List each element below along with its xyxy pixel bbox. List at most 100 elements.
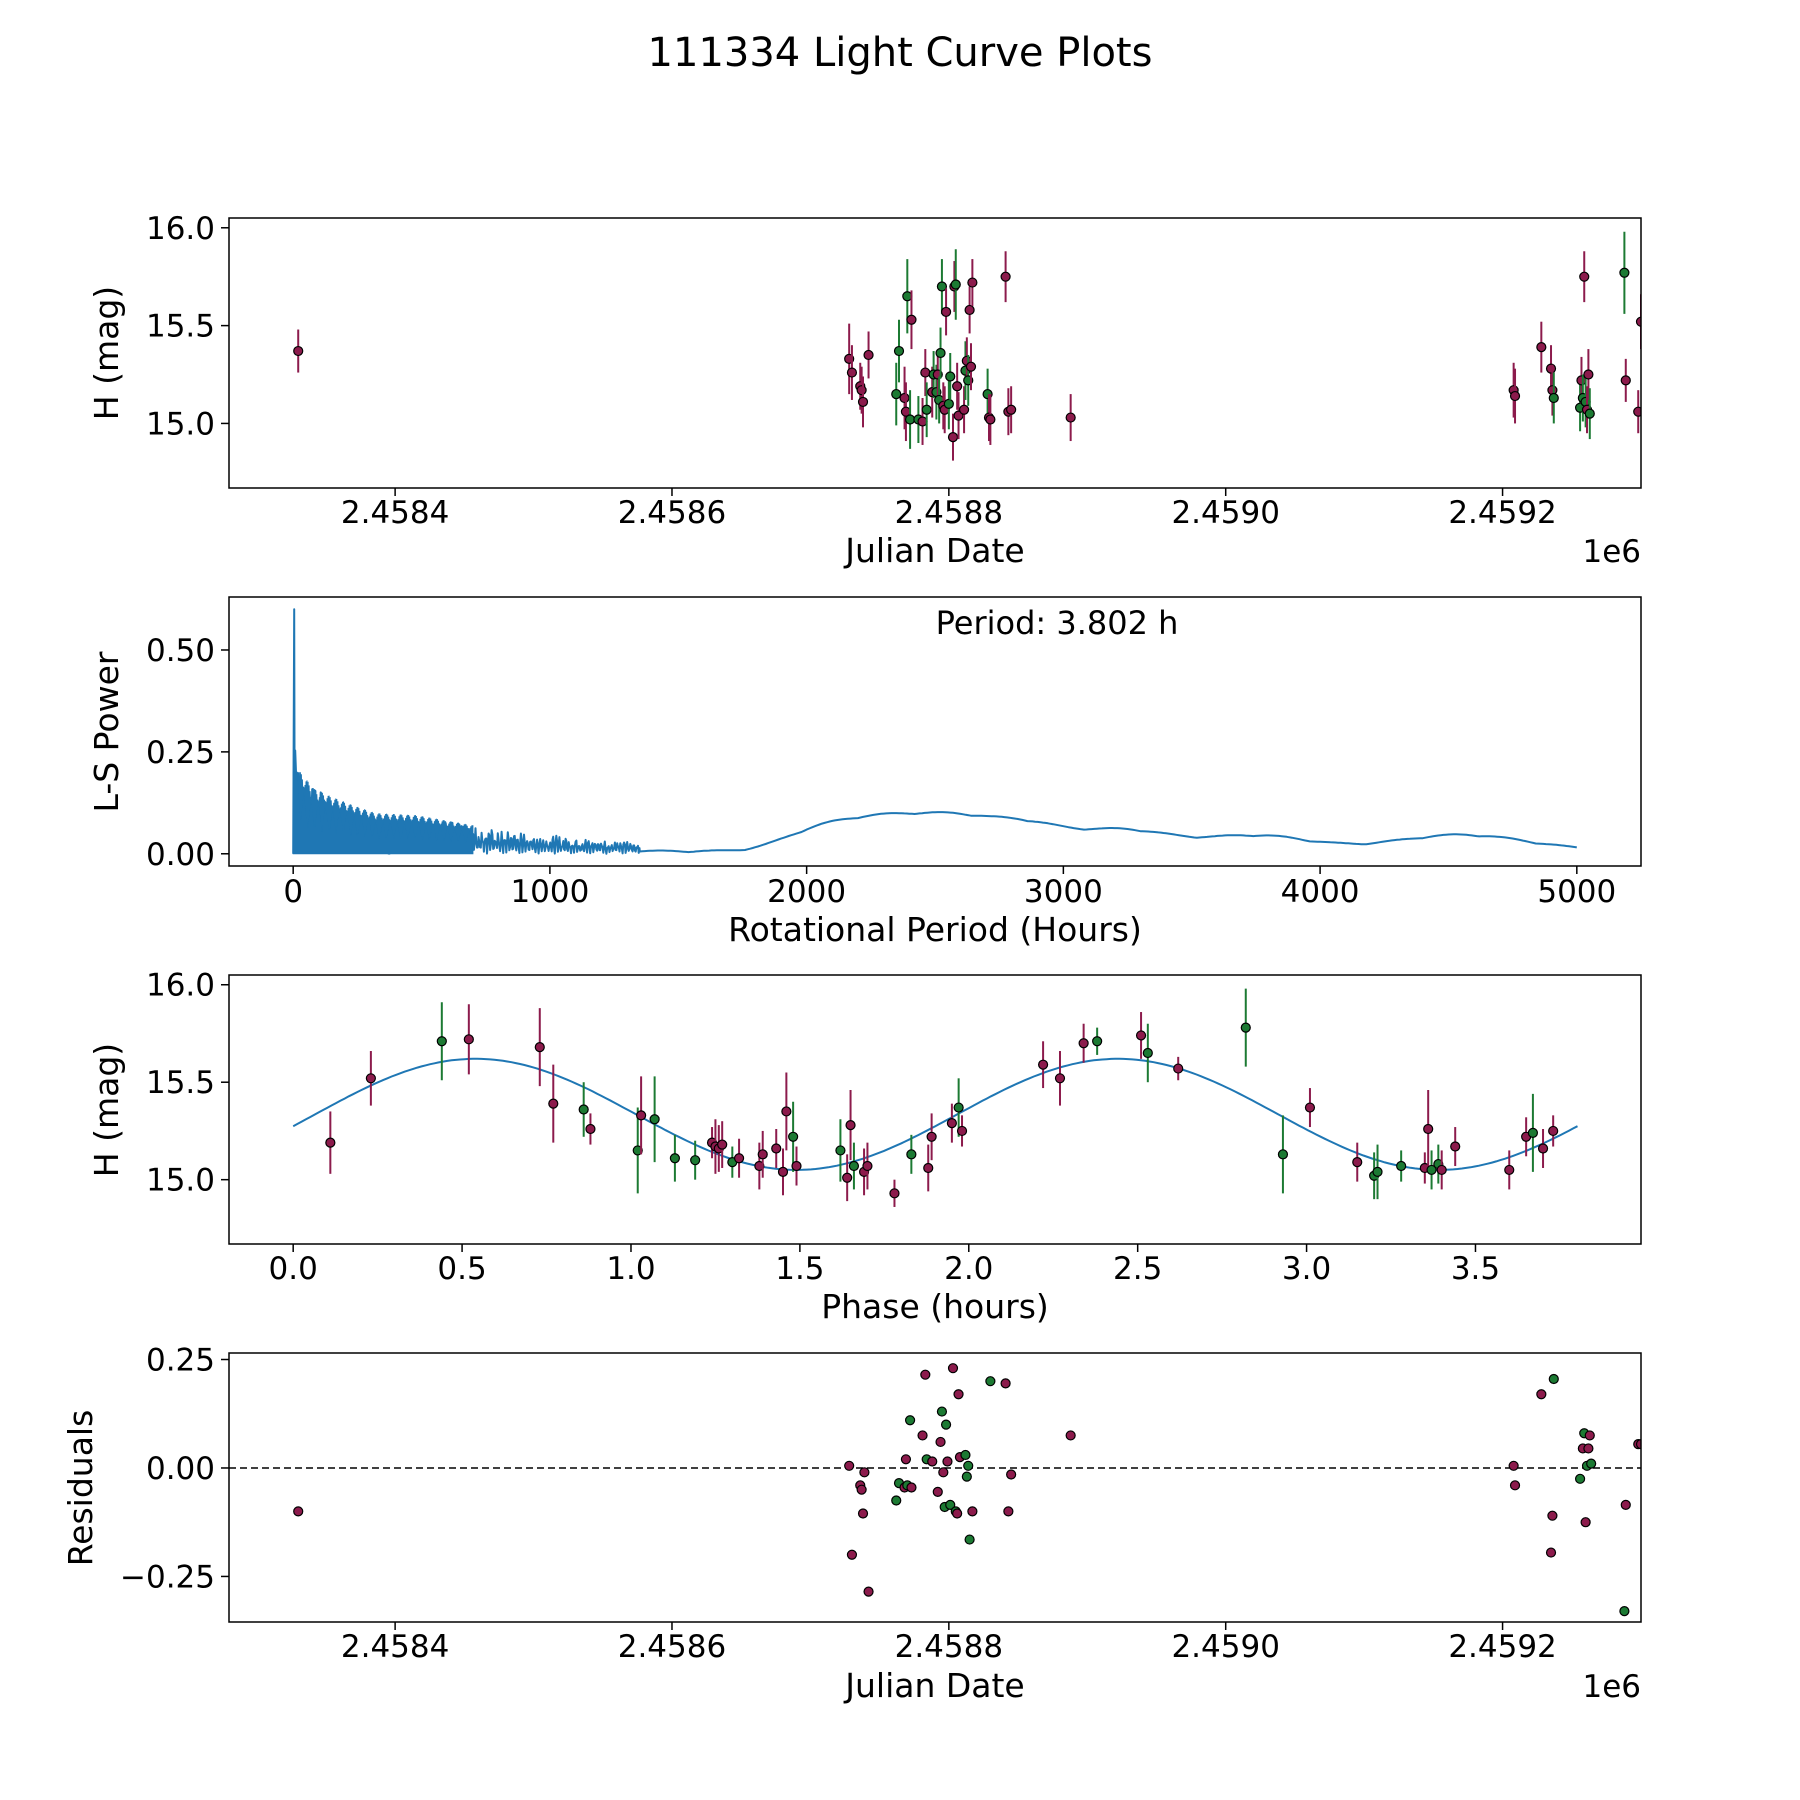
data-point	[946, 1118, 957, 1129]
data-point	[1661, 444, 1670, 453]
data-point	[923, 1162, 934, 1174]
data-point	[1509, 1480, 1521, 1491]
data-point	[1352, 1157, 1363, 1168]
data-point	[1574, 1473, 1586, 1484]
data-point	[927, 1456, 938, 1467]
plot-area-ls	[292, 608, 1577, 855]
x-tick-label: 1.0	[606, 1251, 655, 1287]
data-point	[781, 1106, 792, 1117]
x-tick-label: 2.4586	[618, 1629, 726, 1665]
data-point	[906, 1149, 917, 1160]
data-point	[1240, 1022, 1251, 1033]
data-point	[1006, 1469, 1017, 1480]
x-tick-label: 2.4584	[341, 1629, 449, 1665]
data-point	[1580, 1517, 1591, 1528]
x-axis-label: Phase (hours)	[821, 1287, 1049, 1326]
data-point	[1579, 271, 1590, 282]
periodogram-line	[292, 608, 1577, 855]
data-point	[1619, 1606, 1630, 1617]
data-point	[1396, 1160, 1407, 1172]
data-point	[835, 1145, 846, 1156]
x-tick-label: 2.0	[944, 1251, 993, 1287]
y-axis-label: H (mag)	[87, 1043, 126, 1177]
x-tick-label: 1.5	[775, 1251, 824, 1287]
period-annotation: Period: 3.802 h	[936, 604, 1179, 642]
data-point	[900, 1454, 912, 1465]
data-point	[904, 1415, 916, 1426]
data-point	[921, 404, 932, 415]
data-point	[953, 1102, 964, 1113]
data-point	[904, 414, 916, 425]
panel-phase: 0.0 0.5 1.0 1.5 2.0 2.5 3.0 3.5 15.0 15.5 16.0 Phas…	[87, 968, 1642, 1326]
x-tick-label: 3.5	[1451, 1251, 1500, 1287]
data-point	[1054, 1073, 1066, 1084]
panel-lc: 2.4584 2.4586 2.4588 2.4590 2.4592 15.0 15.5 16…	[87, 211, 1670, 570]
axes-frame	[228, 974, 1642, 1245]
data-point	[943, 398, 954, 409]
data-point	[917, 416, 928, 427]
model-fit-curve	[292, 1057, 1578, 1171]
x-offset-label: 1e6	[1582, 534, 1641, 570]
plot-area-resid	[229, 1363, 1641, 1617]
data-point	[963, 1460, 974, 1471]
data-point	[578, 1104, 589, 1115]
data-point	[967, 1506, 978, 1517]
data-point	[788, 1131, 799, 1142]
x-tick-label: 2.4584	[341, 495, 449, 531]
data-point	[947, 1363, 959, 1374]
data-point	[906, 1482, 917, 1493]
data-point	[585, 1123, 596, 1135]
x-tick-label: 1000	[510, 874, 589, 910]
data-point	[1583, 1443, 1594, 1454]
y-tick-label: −0.25	[120, 1559, 215, 1595]
y-tick-label: 0.00	[146, 837, 215, 873]
data-point	[365, 1073, 376, 1084]
data-point	[906, 314, 917, 325]
data-point	[889, 1188, 900, 1199]
data-point	[940, 1419, 952, 1430]
y-axis-label: L-S Power	[87, 651, 126, 812]
data-point	[936, 281, 948, 292]
data-point	[964, 1534, 975, 1545]
data-point	[1277, 1149, 1289, 1160]
data-point	[1450, 1141, 1461, 1152]
data-point	[1173, 1063, 1184, 1074]
data-point	[956, 1125, 968, 1137]
data-point	[791, 1160, 802, 1172]
data-point	[848, 1160, 860, 1172]
data-point	[985, 414, 996, 425]
x-tick-label: 5000	[1537, 874, 1616, 910]
data-point	[932, 1486, 943, 1497]
data-point	[436, 1036, 447, 1047]
data-point	[920, 367, 931, 378]
data-point	[846, 1549, 858, 1560]
data-point	[859, 1467, 870, 1478]
data-point	[534, 1042, 545, 1053]
y-axis-label: Residuals	[61, 1410, 100, 1567]
data-point	[1423, 1123, 1434, 1135]
data-point	[936, 1406, 948, 1417]
x-axis-label: Rotational Period (Hours)	[728, 910, 1142, 949]
data-point	[1584, 1430, 1595, 1441]
data-point	[857, 396, 869, 408]
y-tick-label: 16.0	[146, 211, 215, 247]
data-point	[548, 1098, 559, 1109]
data-point	[863, 349, 874, 361]
y-tick-label: 15.5	[146, 1065, 215, 1101]
data-point	[1509, 390, 1521, 402]
data-point	[891, 388, 902, 400]
data-point	[1065, 1430, 1076, 1441]
data-point	[952, 1508, 963, 1519]
plot-area-phase	[292, 988, 1578, 1207]
data-point	[777, 1166, 789, 1177]
data-point	[964, 304, 975, 316]
data-point	[1504, 1164, 1515, 1176]
data-point	[953, 1389, 964, 1400]
data-point	[917, 1430, 928, 1441]
data-point	[649, 1114, 660, 1125]
data-point	[771, 1143, 782, 1154]
data-point	[1620, 375, 1631, 386]
data-point	[985, 1376, 996, 1387]
data-point	[632, 1145, 643, 1156]
data-point	[926, 1131, 937, 1142]
